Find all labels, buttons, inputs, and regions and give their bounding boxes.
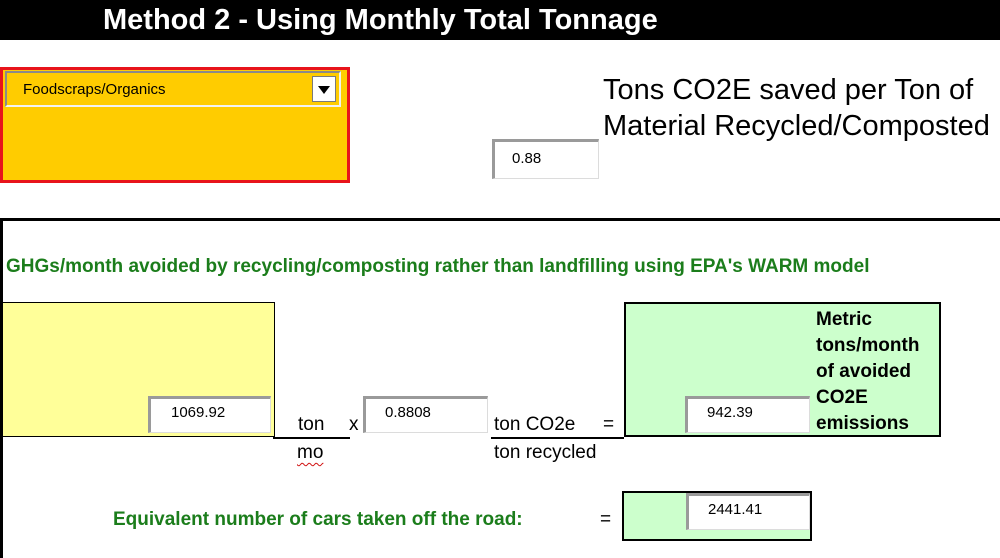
unit-ton: ton — [298, 414, 325, 435]
ghg-section-heading: GHGs/month avoided by recycling/composti… — [6, 256, 870, 277]
co2e-factor-caption: Tons CO2E saved per Ton of Material Recy… — [603, 74, 990, 142]
co2e-factor-cell[interactable]: 0.88 — [492, 139, 599, 179]
unit-ton-recycled: ton recycled — [494, 442, 597, 463]
fraction-line-co2 — [491, 437, 624, 439]
page-title-bar: Method 2 - Using Monthly Total Tonnage — [0, 0, 1000, 40]
monthly-tonnage-cell[interactable]: 1069.92 — [148, 396, 271, 433]
calculation-frame — [0, 218, 1000, 558]
chevron-down-icon[interactable] — [312, 76, 336, 102]
equals-sign: = — [603, 414, 615, 435]
fraction-line-ton — [273, 437, 350, 439]
emission-rate-cell[interactable]: 0.8808 — [363, 396, 488, 433]
cars-equivalent-label: Equivalent number of cars taken off the … — [113, 509, 523, 530]
avoided-emissions-cell[interactable]: 942.39 — [685, 396, 810, 433]
material-dropdown-value: Foodscraps/Organics — [23, 81, 166, 98]
cars-equivalent-cell[interactable]: 2441.41 — [686, 493, 810, 530]
multiply-sign: x — [349, 414, 359, 435]
unit-month: mo — [297, 442, 324, 463]
material-dropdown[interactable]: Foodscraps/Organics — [5, 71, 341, 107]
unit-ton-co2e: ton CO2e — [494, 414, 576, 435]
page-title: Method 2 - Using Monthly Total Tonnage — [103, 4, 658, 36]
equals-sign: = — [600, 509, 612, 530]
avoided-emissions-label: Metric tons/month of avoided CO2E emissi… — [816, 309, 920, 434]
